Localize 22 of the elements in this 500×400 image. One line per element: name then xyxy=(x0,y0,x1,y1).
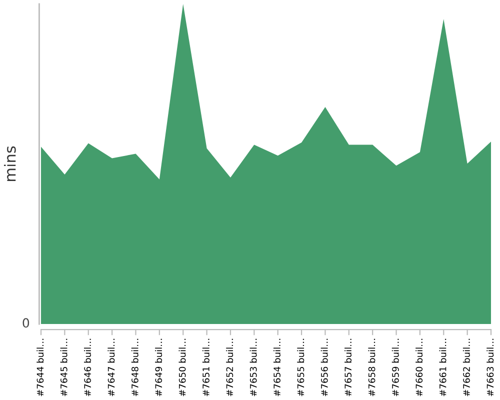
text: 0 xyxy=(22,318,30,328)
x-tick-label: #7651 buil… xyxy=(202,338,210,396)
x-tick-label: #7660 buil… xyxy=(416,338,423,396)
x-tick-label: #7654 buil… xyxy=(273,338,280,396)
x-tick-label: #7650 buil… xyxy=(178,338,186,396)
y-axis-title: mins xyxy=(4,146,16,181)
x-tick-label: #7646 buil… xyxy=(84,338,91,396)
x-tick-label: #7663 buil… xyxy=(486,338,494,396)
x-tick-label: #7647 buil… xyxy=(108,338,115,396)
x-tick-label: #7662 buil… xyxy=(462,338,470,396)
x-tick-label: #7653 buil… xyxy=(250,338,257,396)
x-tick-label: #7649 buil… xyxy=(155,338,162,396)
x-tick-label: #7661 buil… xyxy=(439,338,446,396)
x-tick-label: #7655 buil… xyxy=(297,338,304,396)
x-tick-label: #7645 buil… xyxy=(60,338,68,396)
x-tick-label: #7644 buil… xyxy=(36,338,44,396)
x-tick-label: #7652 buil… xyxy=(226,338,234,396)
x-tick-label: #7658 buil… xyxy=(368,338,376,396)
x-tick-label: #7659 buil… xyxy=(392,338,399,396)
x-tick-label: #7648 buil… xyxy=(131,338,138,396)
x-tick-label: #7657 buil… xyxy=(344,338,352,396)
x-tick-label: #7656 buil… xyxy=(320,338,328,396)
